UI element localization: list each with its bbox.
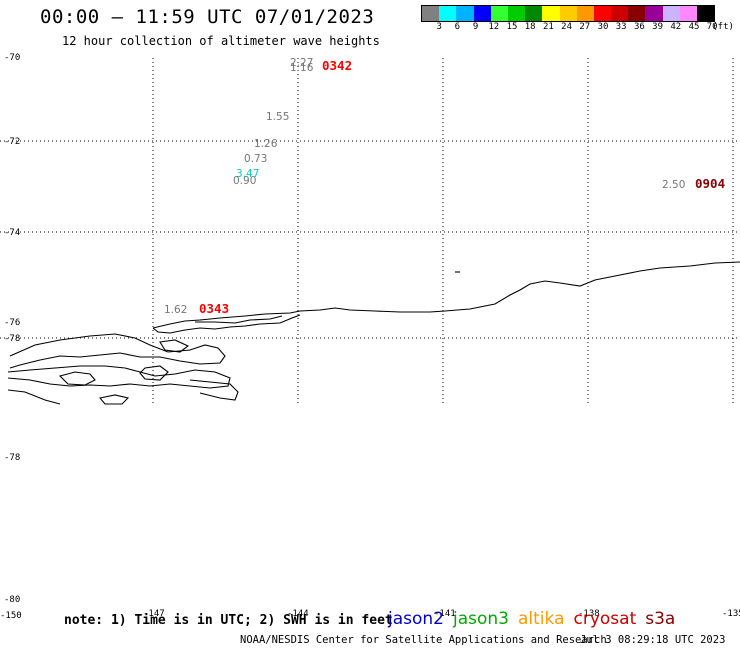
generated-timestamp: Jul 3 08:29:18 UTC 2023 <box>580 634 726 646</box>
colorbar-label: 30 <box>597 22 609 32</box>
colorbar-label: 42 <box>670 22 682 32</box>
colorbar-label: 45 <box>688 22 700 32</box>
colorbar-label: 9 <box>472 22 479 32</box>
observations: 2.27 1.16 1.55 1.26 0.73 3.47 0.90 2.50 … <box>164 57 685 316</box>
legend-jason2: jason2 <box>388 609 444 629</box>
lon-label: -144 <box>287 609 309 619</box>
lat-label: -72 <box>4 137 20 147</box>
colorbar-swatch <box>490 6 508 21</box>
land-outline-4 <box>189 379 239 401</box>
map-title: 00:00 – 11:59 UTC 07/01/2023 <box>40 6 375 28</box>
land-outline-7 <box>98 394 130 405</box>
colorbar-label: 6 <box>454 22 461 32</box>
lat-label: -74 <box>4 228 20 238</box>
legend-altika: altika <box>518 609 565 629</box>
lon-label: -150 <box>0 611 22 621</box>
coast-lobe <box>152 314 301 334</box>
legend-s3a: s3a <box>645 609 676 629</box>
colorbar-label: 18 <box>524 22 536 32</box>
legend-jason3: jason3 <box>453 609 509 629</box>
lon-label: -147 <box>143 609 165 619</box>
lat-label: -70 <box>4 53 20 63</box>
colorbar-swatch <box>679 6 697 21</box>
pass-time-label: 0343 <box>199 301 229 316</box>
colorbar-label: 21 <box>542 22 554 32</box>
swh-observation: 2.50 <box>662 179 685 191</box>
legend-cryosat: cryosat <box>573 609 637 629</box>
pass-time-label: 0342 <box>322 58 352 73</box>
land-outline-3 <box>7 389 61 405</box>
colorbar-swatch <box>593 6 612 21</box>
colorbar-swatch <box>473 6 491 21</box>
lat-label: -76 <box>4 318 20 328</box>
colorbar-label: (ft) <box>712 22 734 32</box>
swh-observation: 1.16 <box>290 62 314 74</box>
map-subtitle: 12 hour collection of altimeter wave hei… <box>62 34 380 48</box>
colorbar-label: 15 <box>506 22 518 32</box>
land-outline-8 <box>159 339 190 353</box>
lon-label: -141 <box>434 609 456 619</box>
swh-observation: 0.90 <box>233 175 256 187</box>
lat-label: -78 <box>4 334 20 344</box>
colorbar-label: 39 <box>652 22 664 32</box>
colorbar-swatch <box>422 6 440 21</box>
colorbar-label: 70 <box>706 22 718 32</box>
land-outline-5 <box>139 365 169 381</box>
colorbar-label: 24 <box>561 22 573 32</box>
colorbar-label: 27 <box>579 22 591 32</box>
coastline <box>7 261 740 405</box>
land-outline-1 <box>9 333 226 369</box>
colorbar-swatch <box>525 6 543 21</box>
lon-label: -138 <box>578 609 600 619</box>
land-outline-6 <box>58 371 96 386</box>
colorbar-label: 36 <box>633 22 645 32</box>
coast-inner <box>195 315 283 324</box>
ice-shelf-edge <box>152 261 740 329</box>
land-outline-2 <box>7 365 231 389</box>
colorbar-swatch <box>507 6 526 21</box>
lat-label: -80 <box>4 595 20 605</box>
colorbar-swatch <box>576 6 594 21</box>
satellite-legend: jason2 jason3 altika cryosat s3a <box>388 609 684 629</box>
units-note: note: 1) Time is in UTC; 2) SWH is in fe… <box>64 613 393 628</box>
colorbar-label: 12 <box>488 22 500 32</box>
colorbar-swatch <box>559 6 577 21</box>
lat-labels: -70 -72 -74 -76 -78 -78 -80 <box>4 53 20 605</box>
colorbar-swatch <box>662 6 680 21</box>
colorbar-swatch <box>439 6 457 21</box>
colorbar-swatch <box>542 6 560 21</box>
pass-times: 0342 0904 0343 <box>199 58 725 316</box>
credit-line: NOAA/NESDIS Center for Satellite Applica… <box>240 634 607 646</box>
colorbar-swatch <box>456 6 474 21</box>
lon-labels: -150 -147 -144 -141 -138 -135 <box>0 609 740 621</box>
colorbar-label: 3 <box>436 22 442 32</box>
colorbar-swatch <box>628 6 646 21</box>
gridlines <box>0 58 740 406</box>
swh-observation: 2.27 <box>290 57 313 69</box>
swh-observation: 1.26 <box>254 138 278 150</box>
colorbar-labels: 3 6 9 12 15 18 21 24 27 30 33 36 39 42 45 70 (ft) <box>421 22 740 34</box>
pass-time-label: 0904 <box>695 176 725 191</box>
colorbar-swatch <box>611 6 629 21</box>
wave-height-colorbar <box>421 5 716 22</box>
swh-observation: 1.62 <box>164 304 187 316</box>
swh-observation: 1.55 <box>266 111 289 123</box>
swh-observation: 3.47 <box>236 168 259 180</box>
lon-label: -135 <box>722 609 740 619</box>
colorbar-swatch <box>697 6 715 21</box>
colorbar-swatch <box>645 6 663 21</box>
lat-label: -78 <box>4 453 20 463</box>
swh-observation: 0.73 <box>244 153 267 165</box>
colorbar-label: 33 <box>615 22 627 32</box>
